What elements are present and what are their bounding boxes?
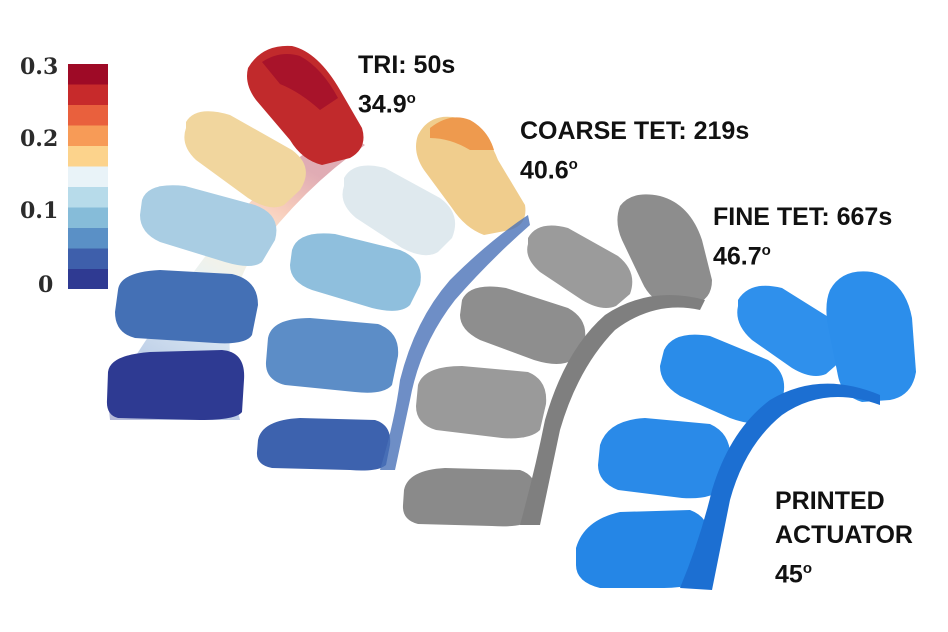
colorbar-segment xyxy=(68,269,108,289)
coarse-segment xyxy=(342,165,456,256)
printed-segment xyxy=(737,285,845,376)
tri-angle-value: 34.9 xyxy=(358,90,407,119)
fine-tet-angle-value: 46.7 xyxy=(713,242,762,271)
coarse-segment xyxy=(256,418,391,471)
colorbar-tick-label: 0.3 xyxy=(20,54,59,80)
printed-angle-value: 45 xyxy=(775,560,803,589)
printed-title: PRINTED xyxy=(775,487,885,515)
coarse-tet-label: COARSE TET: 219s 40.6o xyxy=(520,114,749,187)
tri-title: TRI: 50s xyxy=(358,51,456,79)
printed-angle: 45o xyxy=(775,552,913,591)
printed-actuator xyxy=(576,271,916,590)
fine-tet-title: FINE TET: 667s xyxy=(713,203,893,231)
printed-segment xyxy=(576,510,711,588)
coarse-segment-tip-highlight xyxy=(430,117,494,150)
fine-tet-label: FINE TET: 667s 46.7o xyxy=(713,200,892,273)
colorbar-segment xyxy=(68,84,108,105)
tri-actuator-spine xyxy=(108,130,365,420)
tri-segment xyxy=(106,350,245,420)
printed-angle-unit: o xyxy=(802,560,812,577)
fine-tet-actuator xyxy=(402,194,712,527)
printed-segment xyxy=(598,418,731,499)
colorbar xyxy=(68,64,108,289)
fine-segment xyxy=(402,468,537,527)
tri-actuator xyxy=(106,45,365,420)
colorbar-tick-label: 0.1 xyxy=(20,198,59,224)
colorbar-segment xyxy=(68,125,108,146)
fine-segment xyxy=(460,286,586,364)
tri-label: TRI: 50s 34.9o xyxy=(358,48,455,121)
colorbar-segment xyxy=(68,207,108,228)
tri-segment-tip-highlight xyxy=(262,54,338,110)
colorbar-segment xyxy=(68,105,108,126)
colorbar-segment xyxy=(68,146,108,167)
colorbar-segment xyxy=(68,166,108,187)
fine-segment xyxy=(416,366,547,439)
coarse-tet-angle-unit: o xyxy=(568,156,578,173)
tri-segment xyxy=(115,270,258,344)
colorbar-segment xyxy=(68,187,108,208)
fine-segment-tip xyxy=(617,194,712,306)
printed-label: PRINTED ACTUATOR 45o xyxy=(775,484,913,591)
fine-tet-angle: 46.7o xyxy=(713,234,892,273)
tri-angle-unit: o xyxy=(406,90,416,107)
tri-angle: 34.9o xyxy=(358,82,455,121)
fine-segment xyxy=(527,225,633,308)
colorbar-tick-label: 0 xyxy=(38,272,54,298)
coarse-tet-angle: 40.6o xyxy=(520,148,749,187)
tri-segment xyxy=(184,111,306,208)
fine-tet-angle-unit: o xyxy=(761,242,771,259)
printed-title-2: ACTUATOR xyxy=(775,521,913,549)
colorbar-segment xyxy=(68,64,108,85)
coarse-segment-tip xyxy=(416,116,526,235)
printed-segment-tip xyxy=(826,271,916,402)
coarse-segment xyxy=(290,233,421,311)
colorbar-segment xyxy=(68,248,108,269)
colorbar-segment xyxy=(68,228,108,249)
coarse-spine xyxy=(380,215,530,470)
tri-segment xyxy=(140,185,277,266)
colorbar-tick-label: 0.2 xyxy=(20,126,59,152)
coarse-tet-actuator xyxy=(256,116,530,471)
printed-spine xyxy=(680,383,880,590)
coarse-tet-angle-value: 40.6 xyxy=(520,156,569,185)
fine-spine xyxy=(520,295,705,525)
coarse-segment xyxy=(265,318,399,393)
printed-segment xyxy=(660,334,785,423)
coarse-tet-title: COARSE TET: 219s xyxy=(520,117,750,145)
